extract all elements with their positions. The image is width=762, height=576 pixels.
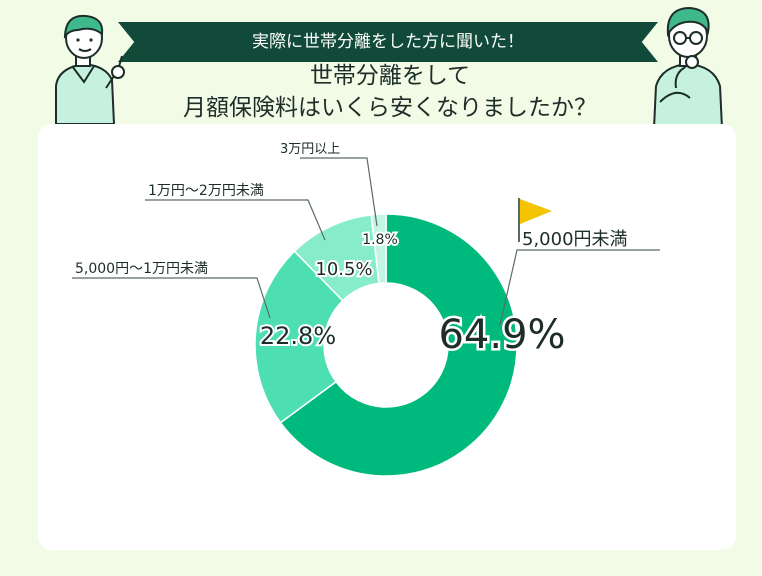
category-label-slice-2: 5,000円〜1万円未満: [75, 261, 208, 277]
person-pointing-icon: [55, 14, 125, 124]
chart-card: [38, 124, 736, 550]
title-line-1: 世帯分離をして: [309, 63, 471, 89]
category-label-slice-1: 5,000円未満: [522, 229, 628, 250]
title-line-2: 月額保険料はいくら安くなりましたか？: [183, 95, 597, 121]
page-title: 世帯分離をして 月額保険料はいくら安くなりましたか？: [150, 60, 630, 124]
banner-background: [118, 22, 658, 62]
value-label-slice-3: 10.5%: [315, 259, 372, 280]
leader-line-slice-3: [145, 199, 326, 241]
value-label-slice-4: 1.8%: [362, 232, 398, 248]
value-label-slice-2: 22.8%: [260, 322, 336, 350]
flag-icon: [518, 198, 552, 242]
leader-line-slice-4: [300, 157, 378, 227]
donut-slice-1: [279, 213, 518, 477]
donut-slice-4: [370, 213, 387, 285]
leader-line-slice-1: [499, 249, 660, 326]
category-label-slice-3: 1万円〜2万円未満: [148, 183, 264, 199]
leader-line-slice-2: [72, 277, 271, 319]
banner-text: 実際に世帯分離をした方に聞いた！: [252, 32, 524, 52]
category-label-slice-4: 3万円以上: [280, 142, 340, 157]
donut-slice-2: [254, 250, 344, 424]
value-label-slice-1: 64.9%: [438, 312, 565, 358]
person-thinking-icon: [652, 6, 724, 128]
